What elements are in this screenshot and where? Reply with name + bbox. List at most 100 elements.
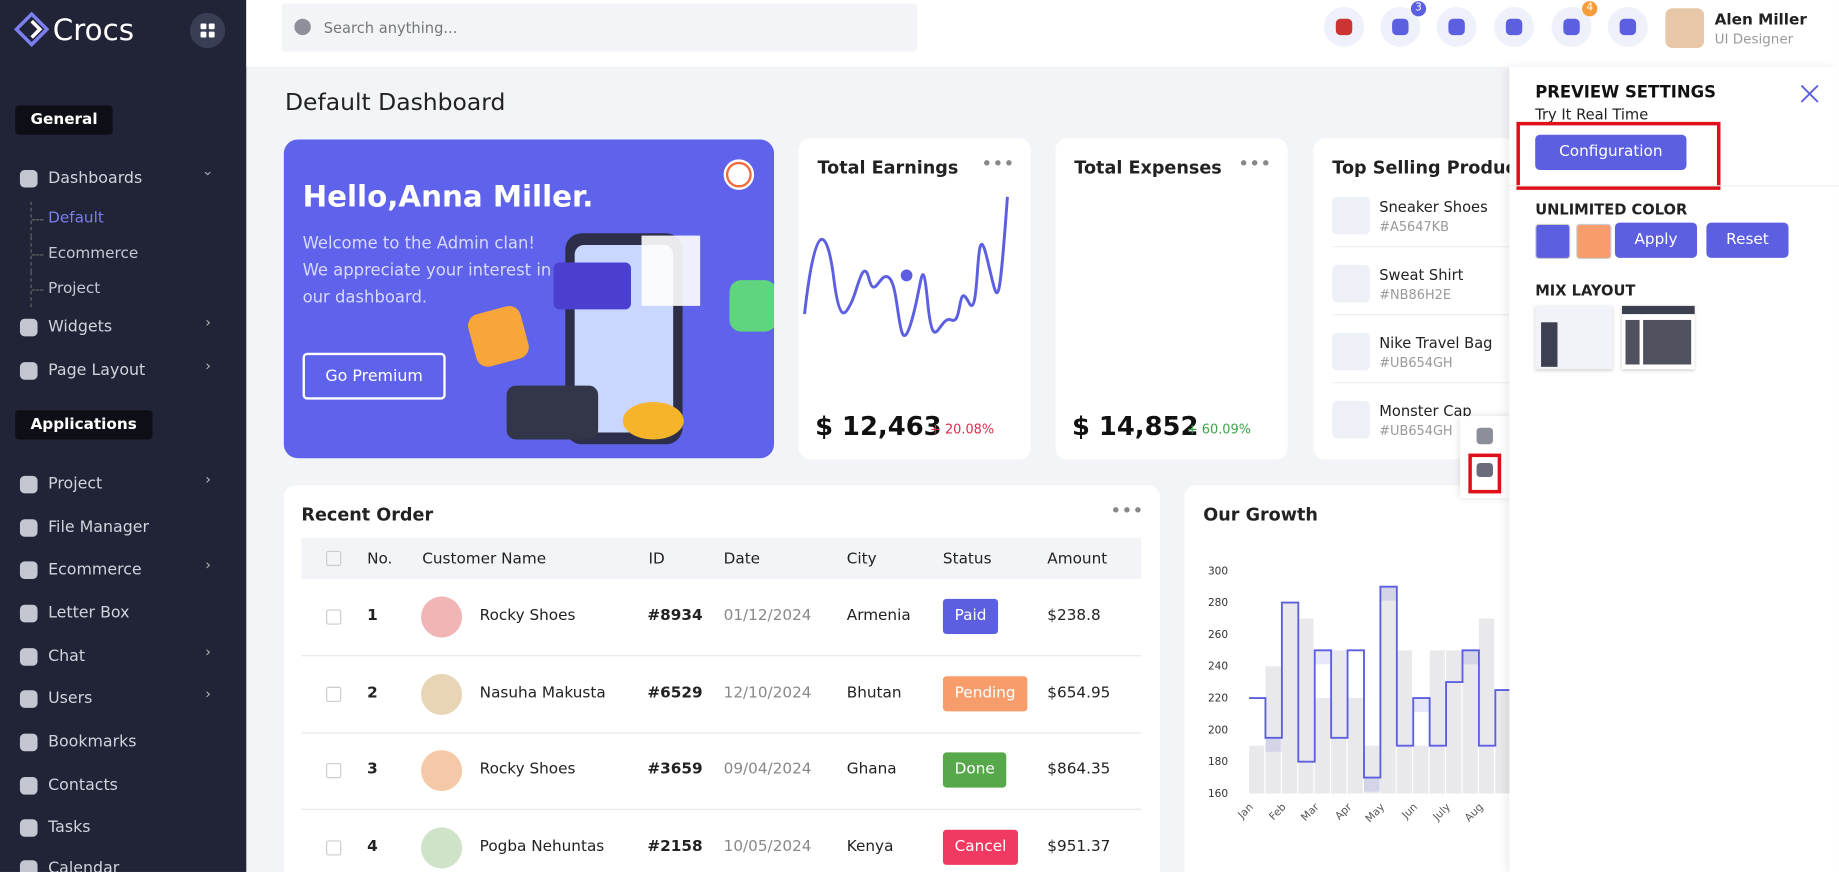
column-header: Date (723, 550, 761, 569)
color-swatch[interactable] (1576, 223, 1612, 260)
bar (1347, 698, 1363, 794)
card-title: Total Earnings (817, 157, 959, 179)
avatar[interactable] (1665, 8, 1705, 49)
menu-item[interactable]: Ecommerce (48, 560, 142, 579)
row-divider (301, 655, 1142, 657)
chevron: › (205, 685, 211, 703)
menu-item[interactable]: Page Layout (48, 360, 146, 380)
configuration-button[interactable]: Configuration (1535, 134, 1687, 170)
menu-item[interactable]: Dashboards (48, 168, 143, 188)
menu-icon[interactable] (19, 318, 38, 337)
tool-icon[interactable] (1476, 427, 1493, 445)
status-badge: Cancel (942, 829, 1019, 866)
step-fill (1314, 650, 1332, 665)
menu-item[interactable]: Widgets (48, 317, 113, 337)
go-premium-button[interactable]: Go Premium (302, 352, 446, 400)
cell: $654.95 (1047, 684, 1111, 702)
menu-item[interactable]: Chat (48, 646, 86, 666)
cell: #6529 (647, 684, 703, 702)
section-label: Applications (15, 410, 153, 440)
menu-item[interactable]: Tasks (48, 818, 91, 837)
cell: #8934 (647, 607, 703, 625)
search-placeholder: Search anything... (323, 18, 458, 37)
hero-message: Welcome to the Admin clan! We appreciate… (302, 234, 552, 308)
x-tick-label: Mar (1299, 801, 1322, 824)
bar (1249, 745, 1265, 794)
section-heading: MIX LAYOUT (1535, 281, 1636, 299)
icon-glyph (1619, 18, 1637, 36)
chevron: › (205, 556, 211, 574)
bar (1396, 650, 1413, 794)
cell: #3659 (647, 761, 703, 779)
more-button[interactable]: ••• (1238, 152, 1272, 175)
section-heading: UNLIMITED COLOR (1535, 200, 1688, 218)
chevron: › (205, 314, 211, 331)
x-tick-label: Jun (1399, 801, 1420, 822)
menu-icon[interactable] (19, 860, 38, 872)
apps-button[interactable] (189, 12, 226, 49)
tool-icon[interactable] (1476, 462, 1493, 478)
checkbox[interactable] (326, 550, 342, 567)
icon-glyph (1448, 18, 1465, 36)
badge: 4 (1582, 1, 1598, 17)
bar (1363, 745, 1380, 794)
submenu-item[interactable]: Default (48, 209, 104, 228)
tree-line (30, 236, 32, 272)
menu-icon[interactable] (19, 648, 38, 666)
sparkline (799, 185, 1031, 377)
close-button[interactable] (1799, 83, 1820, 104)
header-icon[interactable] (1494, 7, 1535, 47)
color-swatch[interactable] (1535, 223, 1571, 260)
submenu-item[interactable]: Project (48, 280, 101, 298)
product-code: #A5647KB (1379, 219, 1449, 235)
layout-option[interactable] (1535, 305, 1613, 370)
menu-item[interactable]: Project (48, 474, 103, 494)
menu-item[interactable]: Contacts (48, 775, 118, 795)
badge: 3 (1410, 1, 1427, 17)
menu-icon[interactable] (19, 733, 38, 752)
cell: $951.37 (1047, 838, 1111, 856)
checkbox[interactable] (326, 763, 342, 779)
step-fill (1462, 650, 1479, 665)
menu-icon[interactable] (19, 690, 38, 708)
menu-item[interactable]: File Manager (48, 518, 150, 537)
header-icon[interactable] (1436, 7, 1477, 47)
menu-icon[interactable] (19, 777, 38, 795)
menu-item[interactable]: Users (48, 689, 93, 708)
menu-icon[interactable] (19, 519, 38, 537)
search-box[interactable]: Search anything... (281, 3, 918, 52)
reset-button[interactable]: Reset (1706, 222, 1789, 258)
recent-order-card: Recent Order ••• No. Customer Name ID Date C… (283, 485, 1160, 872)
menu-item[interactable]: Letter Box (48, 603, 130, 623)
checkbox[interactable] (326, 609, 342, 625)
more-button[interactable]: ••• (981, 152, 1015, 175)
cell: 01/12/2024 (723, 607, 812, 625)
menu-icon[interactable] (19, 819, 38, 837)
settings-panel: PREVIEW SETTINGS Try It Real Time Config… (1509, 66, 1839, 872)
cell: Armenia (846, 607, 911, 625)
menu-icon[interactable] (19, 362, 38, 380)
hero-card: Hello,Anna Miller. Welcome to the Admin … (283, 139, 775, 459)
menu-icon[interactable] (19, 169, 38, 188)
checkbox[interactable] (326, 840, 342, 856)
submenu-item[interactable]: Ecommerce (48, 244, 139, 263)
header-icon[interactable] (1607, 7, 1648, 47)
stat-card: Total Earnings ••• $ 12,463 + 20.08% (798, 138, 1031, 460)
menu-icon[interactable] (19, 561, 38, 579)
menu-icon[interactable] (19, 604, 38, 623)
menu-icon[interactable] (19, 475, 38, 494)
menu-item[interactable]: Calendar (48, 859, 120, 872)
layout-option[interactable] (1621, 305, 1695, 370)
row-divider (301, 809, 1142, 811)
apply-button[interactable]: Apply (1614, 222, 1698, 258)
menu-item[interactable]: Bookmarks (48, 732, 137, 752)
topbar: Search anything... Alen Miller UI Design… (246, 0, 1839, 67)
checkbox[interactable] (326, 686, 342, 702)
more-button[interactable]: ••• (1110, 499, 1144, 522)
cell: 12/10/2024 (723, 684, 812, 702)
section-label: General (15, 105, 113, 135)
header-icon[interactable] (1324, 7, 1364, 47)
amount: $ 12,463 (815, 412, 942, 442)
bar (1265, 666, 1281, 794)
y-tick-label: 200 (1208, 724, 1228, 736)
